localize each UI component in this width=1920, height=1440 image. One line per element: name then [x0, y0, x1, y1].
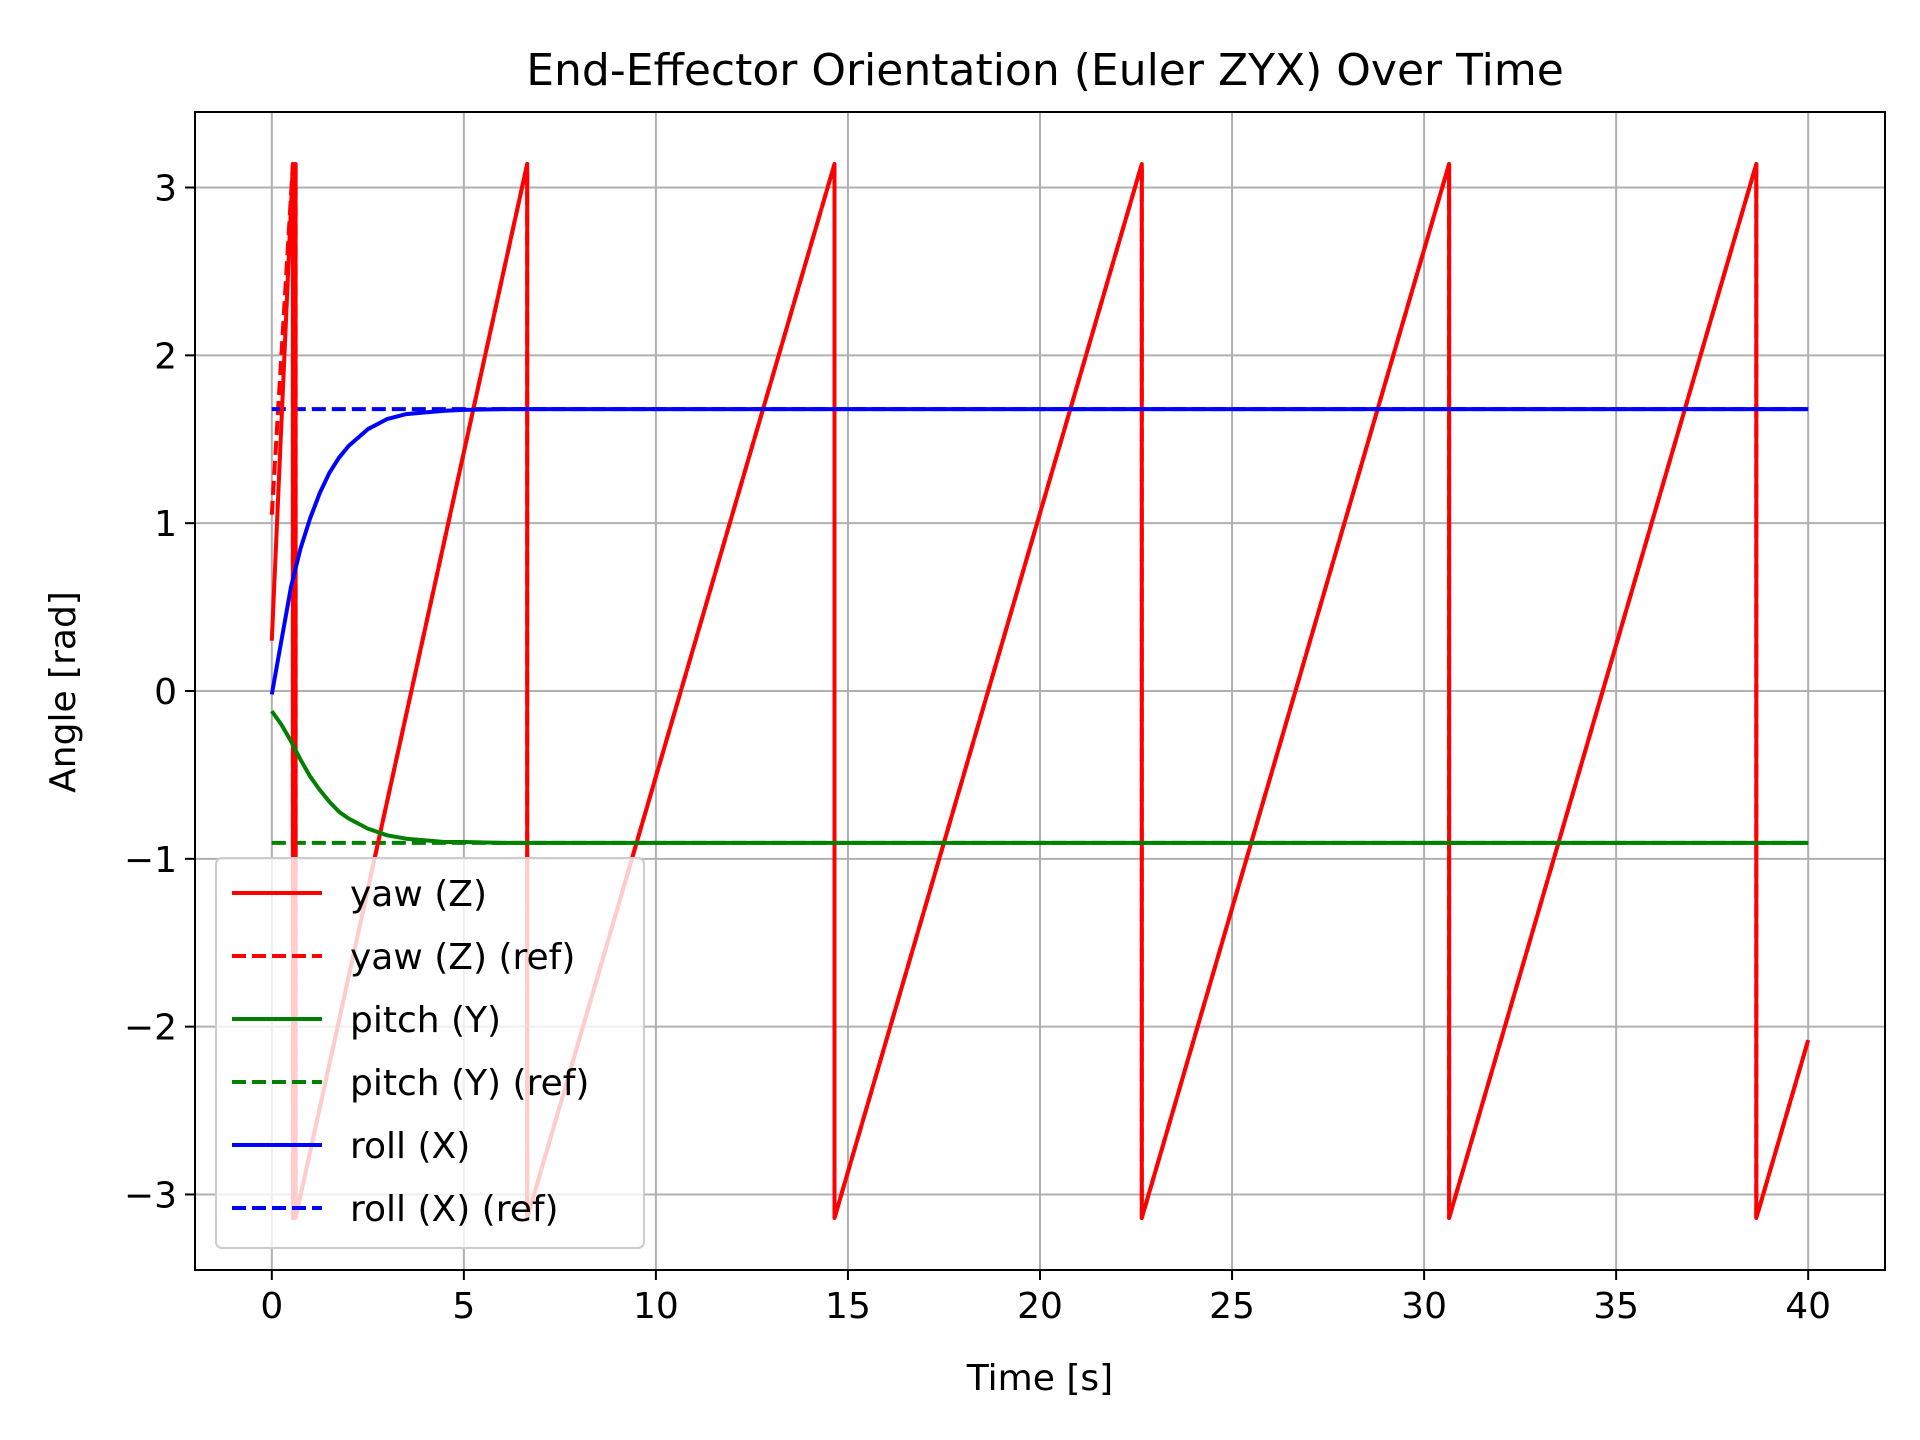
grid [195, 112, 1885, 1270]
x-tick-label: 5 [452, 1286, 475, 1327]
x-tick-label: 20 [1017, 1286, 1063, 1327]
series-line-yaw-z [269, 162, 1811, 1220]
y-tick-label: −2 [124, 1008, 177, 1049]
y-tick-label: 0 [154, 672, 177, 713]
legend-label-pitch-y: pitch (Y) [350, 1000, 501, 1041]
y-tick-label: 1 [154, 504, 177, 545]
x-tick-label: 0 [260, 1286, 283, 1327]
x-tick-label: 35 [1593, 1286, 1639, 1327]
y-tick-label: −3 [124, 1175, 177, 1216]
x-tick-label: 30 [1401, 1286, 1447, 1327]
legend-box [215, 857, 645, 1249]
chart-title: End-Effector Orientation (Euler ZYX) Ove… [526, 45, 1564, 96]
series-line-pitch-y [270, 709, 1809, 845]
legend-label-yaw-z: yaw (Z) [350, 874, 487, 915]
x-tick-label: 25 [1209, 1286, 1255, 1327]
legend-label-roll-x: roll (X) [350, 1126, 470, 1167]
x-tick-label: 40 [1785, 1286, 1831, 1327]
x-axis-label: Time [s] [966, 1358, 1113, 1399]
x-tick-label: 10 [633, 1286, 679, 1327]
y-tick-label: 3 [154, 169, 177, 210]
y-tick-label: 2 [154, 336, 177, 377]
x-tick-label: 15 [825, 1286, 871, 1327]
legend: yaw (Z) yaw (Z) (ref) pitch (Y) pitch (Y) (… [215, 857, 645, 1249]
plot-area [269, 162, 1811, 1220]
legend-label-roll-x-ref: roll (X) (ref) [350, 1189, 559, 1230]
ticks: 0 5 10 15 20 25 30 35 40 −3 −2 −1 0 1 2 3 [124, 169, 1831, 1327]
y-axis-label: Angle [rad] [43, 591, 84, 793]
legend-label-pitch-y-ref: pitch (Y) (ref) [350, 1063, 589, 1104]
legend-label-yaw-z-ref: yaw (Z) (ref) [350, 937, 575, 978]
y-tick-label: −1 [124, 840, 177, 881]
series-line-roll-x [269, 407, 1809, 695]
